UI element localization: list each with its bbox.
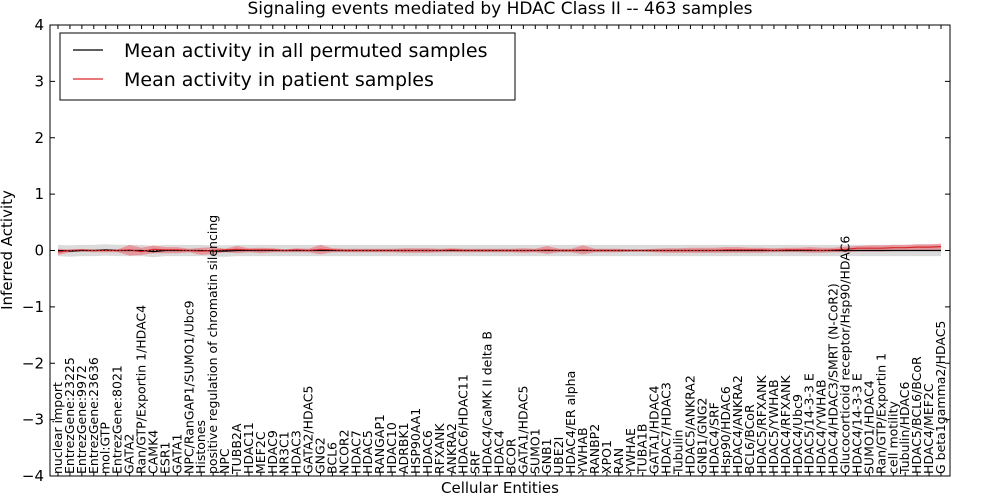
band-patient [58,243,941,256]
x-tick-label: HDAC9 [265,430,280,474]
x-tick-label: Tubulin/HDAC6 [897,382,912,475]
y-tick-label: 1 [34,185,44,203]
x-tick-label: NPC [217,448,232,474]
x-tick-label: Glucocorticoid receptor/Hsp90/HDAC6 [838,236,853,474]
x-tick-label: ESR1 [157,442,172,474]
x-tick-label: RAN [611,448,626,474]
x-tick-label: Histones [193,420,208,474]
plot-frame [49,24,951,477]
x-tick-label: Hsp90/HDAC6 [718,386,733,474]
x-tick-label: G beta1gamma2/HDAC5 [933,321,948,474]
y-axis-label: Inferred Activity [0,190,16,310]
x-tick-label: HDAC4/Ubc9 [790,394,805,474]
x-tick-label: BCOR [503,438,518,474]
legend-box [59,32,516,101]
legend: Mean activity in all permuted samples Me… [59,32,516,101]
x-tick-label: EntrezGene:23225 [62,357,77,474]
x-tick-label: HDAC5/YWHAB [766,379,781,474]
x-tick-label: NCOR2 [336,429,351,474]
x-tick-label: GATA1/HDAC5 [515,386,530,474]
x-tick-label: HDAC4/RFXANK [778,375,793,474]
x-tick-label: GNG2 [313,437,328,474]
x-tick-label: MEF2C [253,431,268,474]
x-tick-label: HDAC10 [384,422,399,474]
y-tick-label: 3 [34,72,44,90]
y-tick-label: 2 [34,129,44,147]
x-tick-label: ADRBK1 [396,422,411,474]
x-tick-label: HDAC5 [360,430,375,474]
x-tick-label: HDAC4/CaMK II delta B [480,331,495,474]
x-tick-label: HDAC5/BCL6/BCoR [909,356,924,474]
x-tick-label: EntrezGene:8021 [110,365,125,474]
x-tick-label: Ran/GTP/Exportin 1 [873,353,888,474]
chart-title: Signaling events mediated by HDAC Class … [247,0,752,19]
x-tick-label: EntrezGene:23636 [86,357,101,474]
x-tick-label: HDAC6 [420,430,435,474]
x-tick-label: Ran/GTP/Exportin 1/HDAC4 [134,305,149,474]
x-tick-label: EntrezGene:9972 [74,365,89,474]
y-tick-label: −3 [22,411,44,429]
x-tick-label: UBE2I [551,437,566,474]
x-tick-label: SUMO1 [527,428,542,474]
x-tick-label: GATA2 [122,434,137,474]
y-tick-label: 4 [34,16,44,34]
x-tick-label: BCL6/BCoR [742,404,757,474]
x-tick-label: HDAC4/ANKRA2 [730,375,745,474]
x-tick-labels: nuclear importEntrezGene:23225EntrezGene… [50,25,948,476]
x-tick-label: HDAC5/RFXANK [754,375,769,474]
x-tick-label: SRF [468,450,483,474]
x-tick-label: XPO1 [599,440,614,474]
y-tick-label: −2 [22,354,44,372]
x-tick-label: HDAC4 [492,430,507,474]
y-tick-label: −4 [22,467,44,485]
y-tick-label: 0 [34,242,44,260]
x-tick-label: RFXANK [432,423,447,474]
x-tick-label: GATA2/HDAC5 [301,386,316,474]
x-tick-label: GNB1 [539,438,554,474]
x-tick-label: HDAC11 [241,422,256,474]
x-tick-label: HDAC4/MEF2C [921,383,936,474]
x-tick-label: HDAC5/14-3-3 E [802,373,817,474]
x-tick-label: HDAC4/YWHAB [814,379,829,474]
x-tick-label: TUBB2A [229,423,244,475]
x-tick-label: ANKRA2 [444,423,459,474]
x-tick-label: HDAC4/HDAC3/SMRT (N-CoR2) [826,283,841,474]
legend-label-permuted: Mean activity in all permuted samples [124,40,487,62]
x-tick-label: TUBA1B [635,424,650,475]
x-tick-label: RANBP2 [587,424,602,474]
x-tick-label: Tubulin [671,430,686,475]
series-lines [57,246,942,253]
x-tick-label: HDAC4/ER alpha [563,371,578,474]
x-tick-label: GNB1/GNG2 [694,398,709,474]
x-tick-label: CAMK4 [146,430,161,474]
x-tick-label: HDAC4/SRF [706,402,721,474]
x-tick-label: HDAC4/14-3-3 E [850,373,865,474]
x-tick-label: NPC/RanGAP1/SUMO1/Ubc9 [181,300,196,474]
y-axis-ticks: −4 −3 −2 −1 0 1 2 3 4 [22,16,950,485]
x-tick-label: mol:GTP [98,422,113,474]
x-tick-label: NR3C1 [277,431,292,474]
x-axis-label: Cellular Entities [441,479,559,497]
legend-label-patient: Mean activity in patient samples [124,69,434,91]
x-tick-label: YWHAE [623,428,638,475]
x-tick-label: HDAC7/HDAC3 [659,382,674,474]
x-tick-label: cell motility [885,400,900,474]
x-tick-label: HSP90AA1 [408,408,423,474]
x-tick-label: RANGAP1 [372,414,387,474]
x-tick-label: HDAC7 [348,430,363,474]
x-tick-label: HDAC6/HDAC11 [456,374,471,474]
x-tick-label: GATA1/HDAC4 [647,385,662,474]
x-tick-label: HDAC5/ANKRA2 [682,375,697,474]
x-tick-label: BCL6 [324,442,339,474]
x-tick-label: SUMO1/HDAC4 [861,380,876,474]
x-tick-label: nuclear import [50,382,65,474]
x-tick-label: YWHAB [575,427,590,475]
x-tick-label: positive regulation of chromatin silenci… [205,215,220,474]
y-tick-label: −1 [22,298,44,316]
x-tick-label: GATA1 [169,434,184,474]
x-tick-label: HDAC3 [289,430,304,474]
